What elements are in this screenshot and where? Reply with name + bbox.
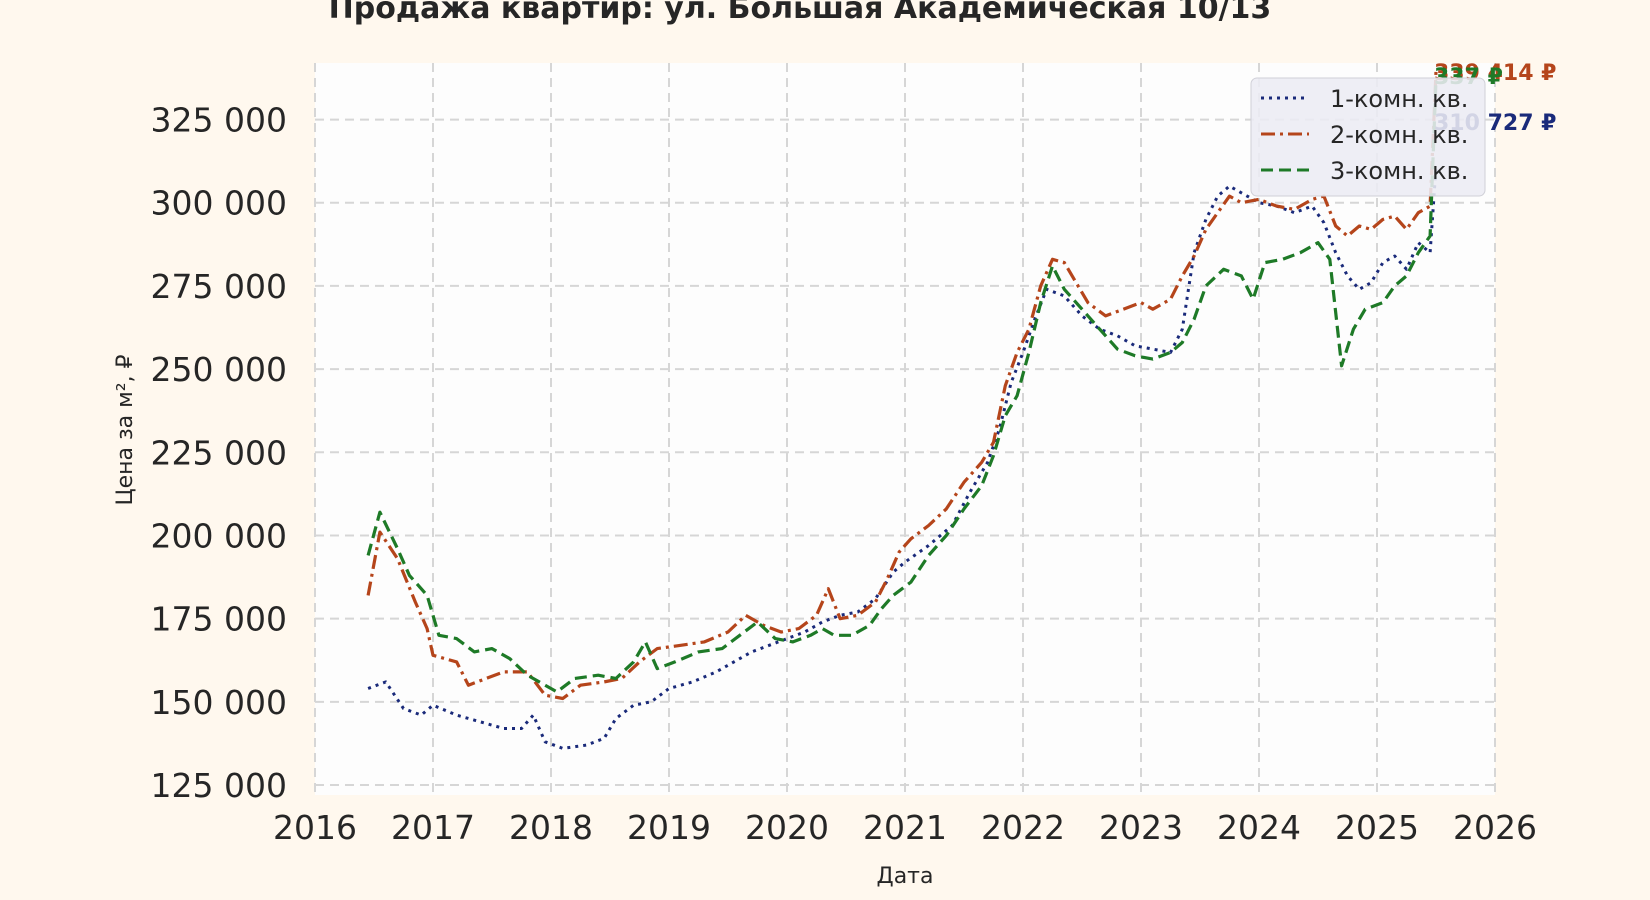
x-tick-label: 2022 [981, 808, 1065, 847]
x-tick-label: 2016 [273, 808, 357, 847]
x-tick-label: 2023 [1099, 808, 1183, 847]
x-axis-label: Дата [877, 864, 934, 889]
legend-box [1250, 77, 1486, 197]
series-line-2-room [366, 71, 1438, 701]
x-axis-ticks: 2016 2017 2018 2019 2020 2021 2022 2023 2024 2025… [273, 808, 1537, 847]
x-tick-label: 2020 [745, 808, 829, 847]
legend: 1-комн. кв. 2-комн. кв. 3-комн. кв. [1250, 77, 1486, 197]
x-tick-label: 2017 [391, 808, 475, 847]
y-axis-ticks: 125 000 150 000 175 000 200 000 225 000 250 0… [151, 101, 287, 805]
series-line-3-room [366, 79, 1438, 694]
series-line-1-room [367, 166, 1438, 750]
legend-label-2-room: 2-комн. кв. [1330, 121, 1468, 149]
x-tick-label: 2019 [627, 808, 711, 847]
y-tick-label: 300 000 [151, 184, 287, 223]
y-tick-label: 125 000 [151, 766, 287, 805]
y-tick-label: 150 000 [151, 683, 287, 722]
x-tick-label: 2024 [1217, 808, 1301, 847]
x-tick-label: 2026 [1453, 808, 1537, 847]
legend-label-1-room: 1-комн. кв. [1330, 85, 1468, 113]
y-tick-label: 225 000 [151, 433, 287, 472]
y-axis-label: Цена за м², ₽ [113, 354, 138, 505]
chart-title: Продажа квартир: ул. Большая Академическ… [329, 0, 1272, 26]
x-tick-label: 2018 [509, 808, 593, 847]
y-tick-label: 325 000 [151, 101, 287, 140]
y-tick-label: 250 000 [151, 350, 287, 389]
y-tick-label: 200 000 [151, 516, 287, 555]
x-tick-label: 2025 [1335, 808, 1419, 847]
grid [314, 63, 1496, 795]
y-tick-label: 275 000 [151, 267, 287, 306]
y-tick-label: 175 000 [151, 600, 287, 639]
legend-label-3-room: 3-комн. кв. [1330, 157, 1468, 185]
x-tick-label: 2021 [863, 808, 947, 847]
series-layer [366, 71, 1438, 750]
